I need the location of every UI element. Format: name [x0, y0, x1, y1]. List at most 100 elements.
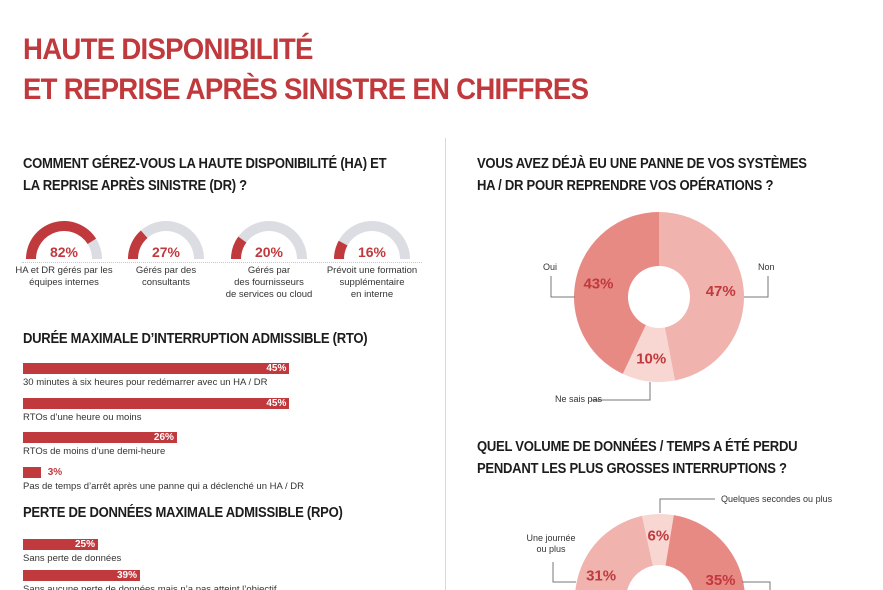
- donut-slice-label: 43%: [583, 275, 613, 292]
- callout-leader-line: [659, 498, 715, 513]
- donut-slice: [574, 212, 659, 374]
- callout-leader-line: [550, 276, 575, 298]
- bar: 45%: [23, 363, 290, 374]
- outage-section-title: VOUS AVEZ DÉJÀ EU UNE PANNE DE VOS SYSTÈ…: [477, 153, 807, 197]
- gauge-caption-line: Gérés par des: [135, 265, 197, 276]
- gauge-caption: Prévoit une formation supplémentaire en in…: [322, 265, 422, 301]
- bar-value-label: 45%: [266, 363, 287, 374]
- gauge-dotted-line: [22, 262, 422, 263]
- bar: 45%: [23, 397, 290, 409]
- gauge-fill: [128, 230, 148, 259]
- bar-row: 45% 30 minutes à six heures pour redémarr…: [23, 363, 290, 389]
- gauge-item: 82% HA et DR gérés par les équipes interne…: [14, 220, 114, 289]
- bar-category-label: 30 minutes à six heures pour redémarrer …: [23, 377, 268, 388]
- donut-slice-label: 6%: [648, 528, 670, 545]
- callout-une-journee-line-2: ou plus: [536, 544, 566, 554]
- donut-slice: [665, 515, 745, 590]
- rpo-section-title: PERTE DE DONNÉES MAXIMALE ADMISSIBLE (RP…: [23, 505, 343, 521]
- gauge-track: [334, 221, 410, 259]
- gauge-caption-line: de services ou cloud: [225, 289, 313, 300]
- bar-value-label: 3%: [47, 466, 63, 478]
- loss-section-title: QUEL VOLUME DE DONNÉES / TEMPS A ÉTÉ PER…: [477, 436, 798, 480]
- main-title-line-2: ET REPRISE APRÈS SINISTRE EN CHIFFRES: [23, 73, 589, 106]
- callout-oui: Oui: [543, 262, 558, 272]
- bar-row: 3% Pas de temps d’arrêt après une panne q…: [23, 466, 304, 493]
- donut-slice: [622, 325, 675, 382]
- bar-value-label: 45%: [266, 397, 287, 409]
- donut-slice: [659, 212, 745, 381]
- gauge-caption: Gérés par des fournisseurs de services ou …: [219, 265, 319, 301]
- gauge-item: 20% Gérés par des fournisseurs de services …: [219, 220, 319, 301]
- donut-slice-label: 10%: [636, 351, 666, 368]
- bar-value-label: 25%: [74, 539, 95, 550]
- callout-leader-line: [552, 562, 576, 583]
- gauge-caption: HA et DR gérés par les équipes internes: [14, 265, 114, 289]
- gauge-caption-line: en interne: [350, 289, 394, 300]
- gauge-item: 27% Gérés par des consultants: [116, 220, 216, 289]
- callout-leader-line: [742, 581, 771, 590]
- bar-row: 39% Sans aucune perte de données mais n’a…: [23, 570, 277, 590]
- bar-row: 45% RTOs d’une heure ou moins: [23, 397, 290, 424]
- main-title-line-1: HAUTE DISPONIBILITÉ: [23, 33, 313, 66]
- outage-title-line-1: VOUS AVEZ DÉJÀ EU UNE PANNE DE VOS SYSTÈ…: [477, 156, 807, 172]
- gauge-caption-line: Prévoit une formation: [326, 265, 418, 276]
- callout-leader-line: [592, 382, 651, 401]
- callout-non: Non: [758, 262, 775, 272]
- management-section-title: COMMENT GÉREZ-VOUS LA HAUTE DISPONIBILIT…: [23, 153, 387, 197]
- callout-une-journee: Une journée ou plus: [519, 533, 583, 555]
- bar-category-label: RTOs d’une heure ou moins: [23, 411, 142, 423]
- main-title: HAUTE DISPONIBILITÉ ET REPRISE APRÈS SIN…: [23, 30, 589, 110]
- bar-row: 26% RTOs de moins d’une demi-heure: [23, 432, 177, 458]
- bar-category-label: Sans aucune perte de données mais n’a pa…: [23, 584, 277, 590]
- callout-une-journee-line-1: Une journée: [526, 533, 576, 543]
- callout-ne-sais-pas: Ne sais pas: [555, 394, 603, 404]
- donut-slice: [575, 515, 653, 590]
- callout-quelques-secondes: Quelques secondes ou plus: [721, 494, 833, 504]
- bar-category-label: Sans perte de données: [23, 553, 122, 564]
- bar: 25%: [23, 539, 98, 550]
- bar: 26%: [23, 432, 177, 443]
- bar-value-label: 39%: [116, 570, 137, 581]
- gauge-track: [128, 221, 204, 259]
- gauge-caption-line: consultants: [141, 277, 191, 288]
- bar: 39%: [23, 570, 140, 581]
- gauge-value-label: 16%: [358, 244, 387, 260]
- gauge-item: 16% Prévoit une formation supplémentaire en…: [322, 220, 422, 301]
- callout-leader-line: [744, 276, 769, 298]
- gauge-fill: [26, 221, 97, 259]
- rto-section-title: DURÉE MAXIMALE D’INTERRUPTION ADMISSIBLE…: [23, 331, 368, 347]
- gauge-fill: [231, 236, 247, 259]
- gauge-track: [231, 221, 307, 259]
- gauge-caption-line: supplémentaire: [339, 277, 405, 288]
- gauge-fill: [334, 240, 348, 259]
- gauge-caption: Gérés par des consultants: [116, 265, 216, 289]
- bar-category-label: Pas de temps d’arrêt après une panne qui…: [23, 480, 304, 492]
- bar-value-label: 26%: [153, 432, 174, 443]
- gauge-arc: 82%: [26, 221, 102, 260]
- outage-title-line-2: HA / DR POUR REPRENDRE VOS OPÉRATIONS ?: [477, 178, 774, 194]
- donut-slice-label: 31%: [586, 567, 616, 584]
- bar-category-label: RTOs de moins d’une demi-heure: [23, 446, 166, 457]
- gauge-caption-line: équipes internes: [29, 277, 99, 288]
- gauge-arc: 16%: [334, 221, 410, 260]
- gauge-value-label: 82%: [50, 244, 79, 260]
- loss-title-line-1: QUEL VOLUME DE DONNÉES / TEMPS A ÉTÉ PER…: [477, 439, 798, 455]
- management-title-line-2: LA REPRISE APRÈS SINISTRE (DR) ?: [23, 178, 247, 194]
- management-title-line-1: COMMENT GÉREZ-VOUS LA HAUTE DISPONIBILIT…: [23, 156, 387, 172]
- gauge-arc: 20%: [231, 221, 307, 260]
- gauge-arc: 27%: [128, 221, 204, 260]
- gauge-value-label: 20%: [255, 244, 284, 260]
- bar-row: 25% Sans perte de données: [23, 539, 121, 565]
- donut-slice-label: 35%: [705, 572, 735, 589]
- donut-slice: [641, 514, 674, 566]
- gauge-caption-line: HA et DR gérés par les: [15, 265, 113, 276]
- gauge-caption-line: des fournisseurs: [234, 277, 304, 288]
- gauge-value-label: 27%: [152, 244, 181, 260]
- column-divider: [445, 138, 446, 590]
- gauge-caption-line: Gérés par: [247, 265, 291, 276]
- donut-slice-label: 47%: [706, 283, 736, 300]
- bar: 3%: [23, 466, 62, 478]
- loss-title-line-2: PENDANT LES PLUS GROSSES INTERRUPTIONS ?: [477, 461, 787, 477]
